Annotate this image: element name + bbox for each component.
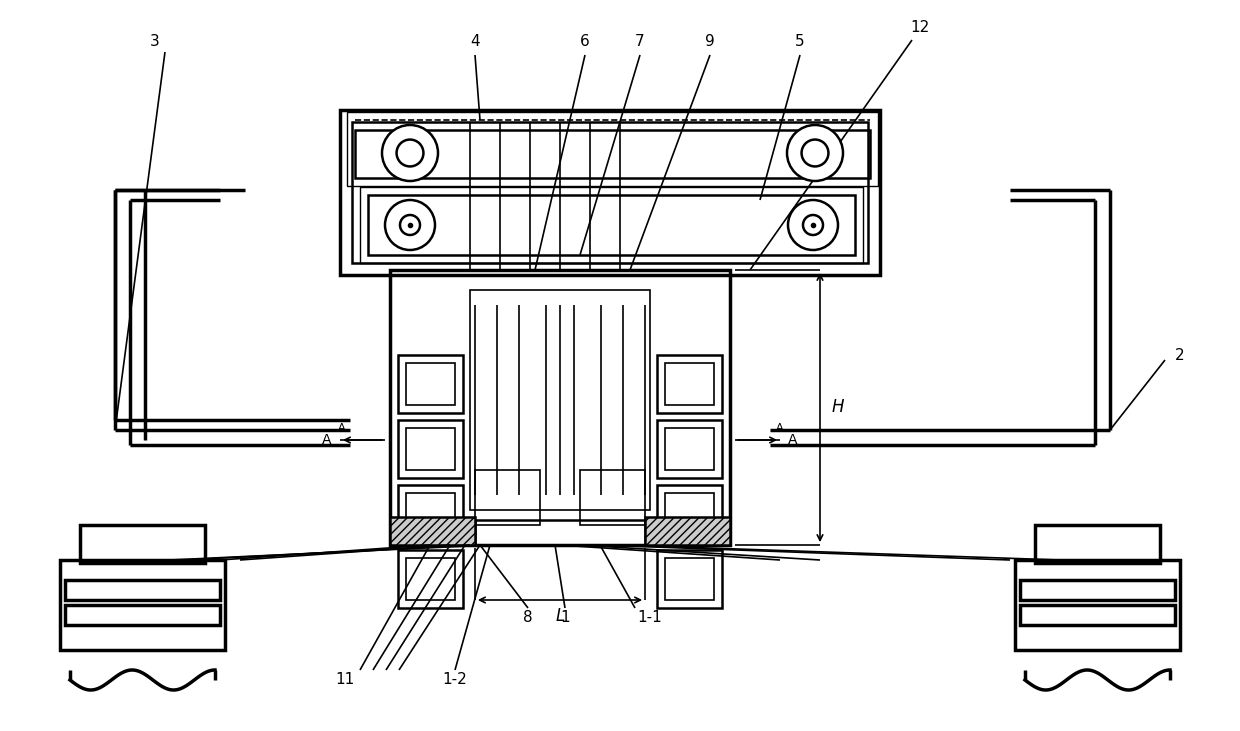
Bar bbox=[360, 187, 863, 263]
Bar bbox=[475, 520, 645, 545]
Bar bbox=[355, 130, 870, 178]
Bar bbox=[405, 363, 455, 405]
Bar bbox=[1016, 560, 1180, 650]
Text: 8: 8 bbox=[523, 610, 533, 626]
Bar bbox=[1035, 525, 1159, 563]
Circle shape bbox=[397, 140, 423, 167]
Bar bbox=[64, 605, 219, 625]
Bar bbox=[398, 550, 463, 608]
Text: 12: 12 bbox=[910, 20, 930, 36]
Text: 1-1: 1-1 bbox=[637, 610, 662, 626]
Text: 6: 6 bbox=[580, 34, 590, 50]
Circle shape bbox=[801, 140, 828, 167]
Text: A: A bbox=[776, 423, 784, 433]
Polygon shape bbox=[645, 517, 730, 545]
Bar bbox=[470, 290, 650, 510]
Text: 7: 7 bbox=[635, 34, 645, 50]
Bar bbox=[665, 558, 714, 600]
Text: H: H bbox=[832, 398, 844, 417]
Bar bbox=[398, 420, 463, 478]
Bar bbox=[405, 493, 455, 535]
Bar bbox=[405, 428, 455, 470]
Polygon shape bbox=[391, 517, 475, 545]
Bar bbox=[1021, 580, 1176, 600]
Bar bbox=[391, 270, 730, 545]
Text: L: L bbox=[556, 607, 564, 625]
Bar bbox=[657, 420, 722, 478]
Circle shape bbox=[382, 125, 438, 181]
Bar bbox=[60, 560, 224, 650]
Text: 3: 3 bbox=[150, 34, 160, 50]
Bar bbox=[657, 550, 722, 608]
Circle shape bbox=[787, 200, 838, 250]
Text: 2: 2 bbox=[1176, 347, 1184, 363]
Bar bbox=[398, 485, 463, 543]
Text: A: A bbox=[339, 423, 346, 433]
Bar bbox=[475, 470, 539, 525]
Bar bbox=[368, 195, 856, 255]
Bar bbox=[657, 355, 722, 413]
Text: 9: 9 bbox=[706, 34, 715, 50]
Bar bbox=[657, 485, 722, 543]
Circle shape bbox=[804, 215, 823, 235]
Text: A: A bbox=[789, 433, 797, 447]
Bar bbox=[352, 122, 868, 263]
Circle shape bbox=[384, 200, 435, 250]
Bar bbox=[580, 470, 645, 525]
Bar bbox=[340, 110, 880, 275]
Text: 5: 5 bbox=[795, 34, 805, 50]
Bar bbox=[665, 493, 714, 535]
Bar bbox=[1021, 605, 1176, 625]
Text: A: A bbox=[322, 433, 332, 447]
Bar bbox=[347, 112, 878, 186]
Bar bbox=[665, 363, 714, 405]
Circle shape bbox=[787, 125, 843, 181]
Bar bbox=[665, 428, 714, 470]
Bar bbox=[405, 558, 455, 600]
Text: 11: 11 bbox=[335, 673, 355, 687]
Circle shape bbox=[401, 215, 420, 235]
Text: 1: 1 bbox=[560, 610, 570, 626]
Text: 1-2: 1-2 bbox=[443, 673, 467, 687]
Bar bbox=[81, 525, 205, 563]
Bar bbox=[398, 355, 463, 413]
Bar bbox=[64, 580, 219, 600]
Text: 4: 4 bbox=[470, 34, 480, 50]
